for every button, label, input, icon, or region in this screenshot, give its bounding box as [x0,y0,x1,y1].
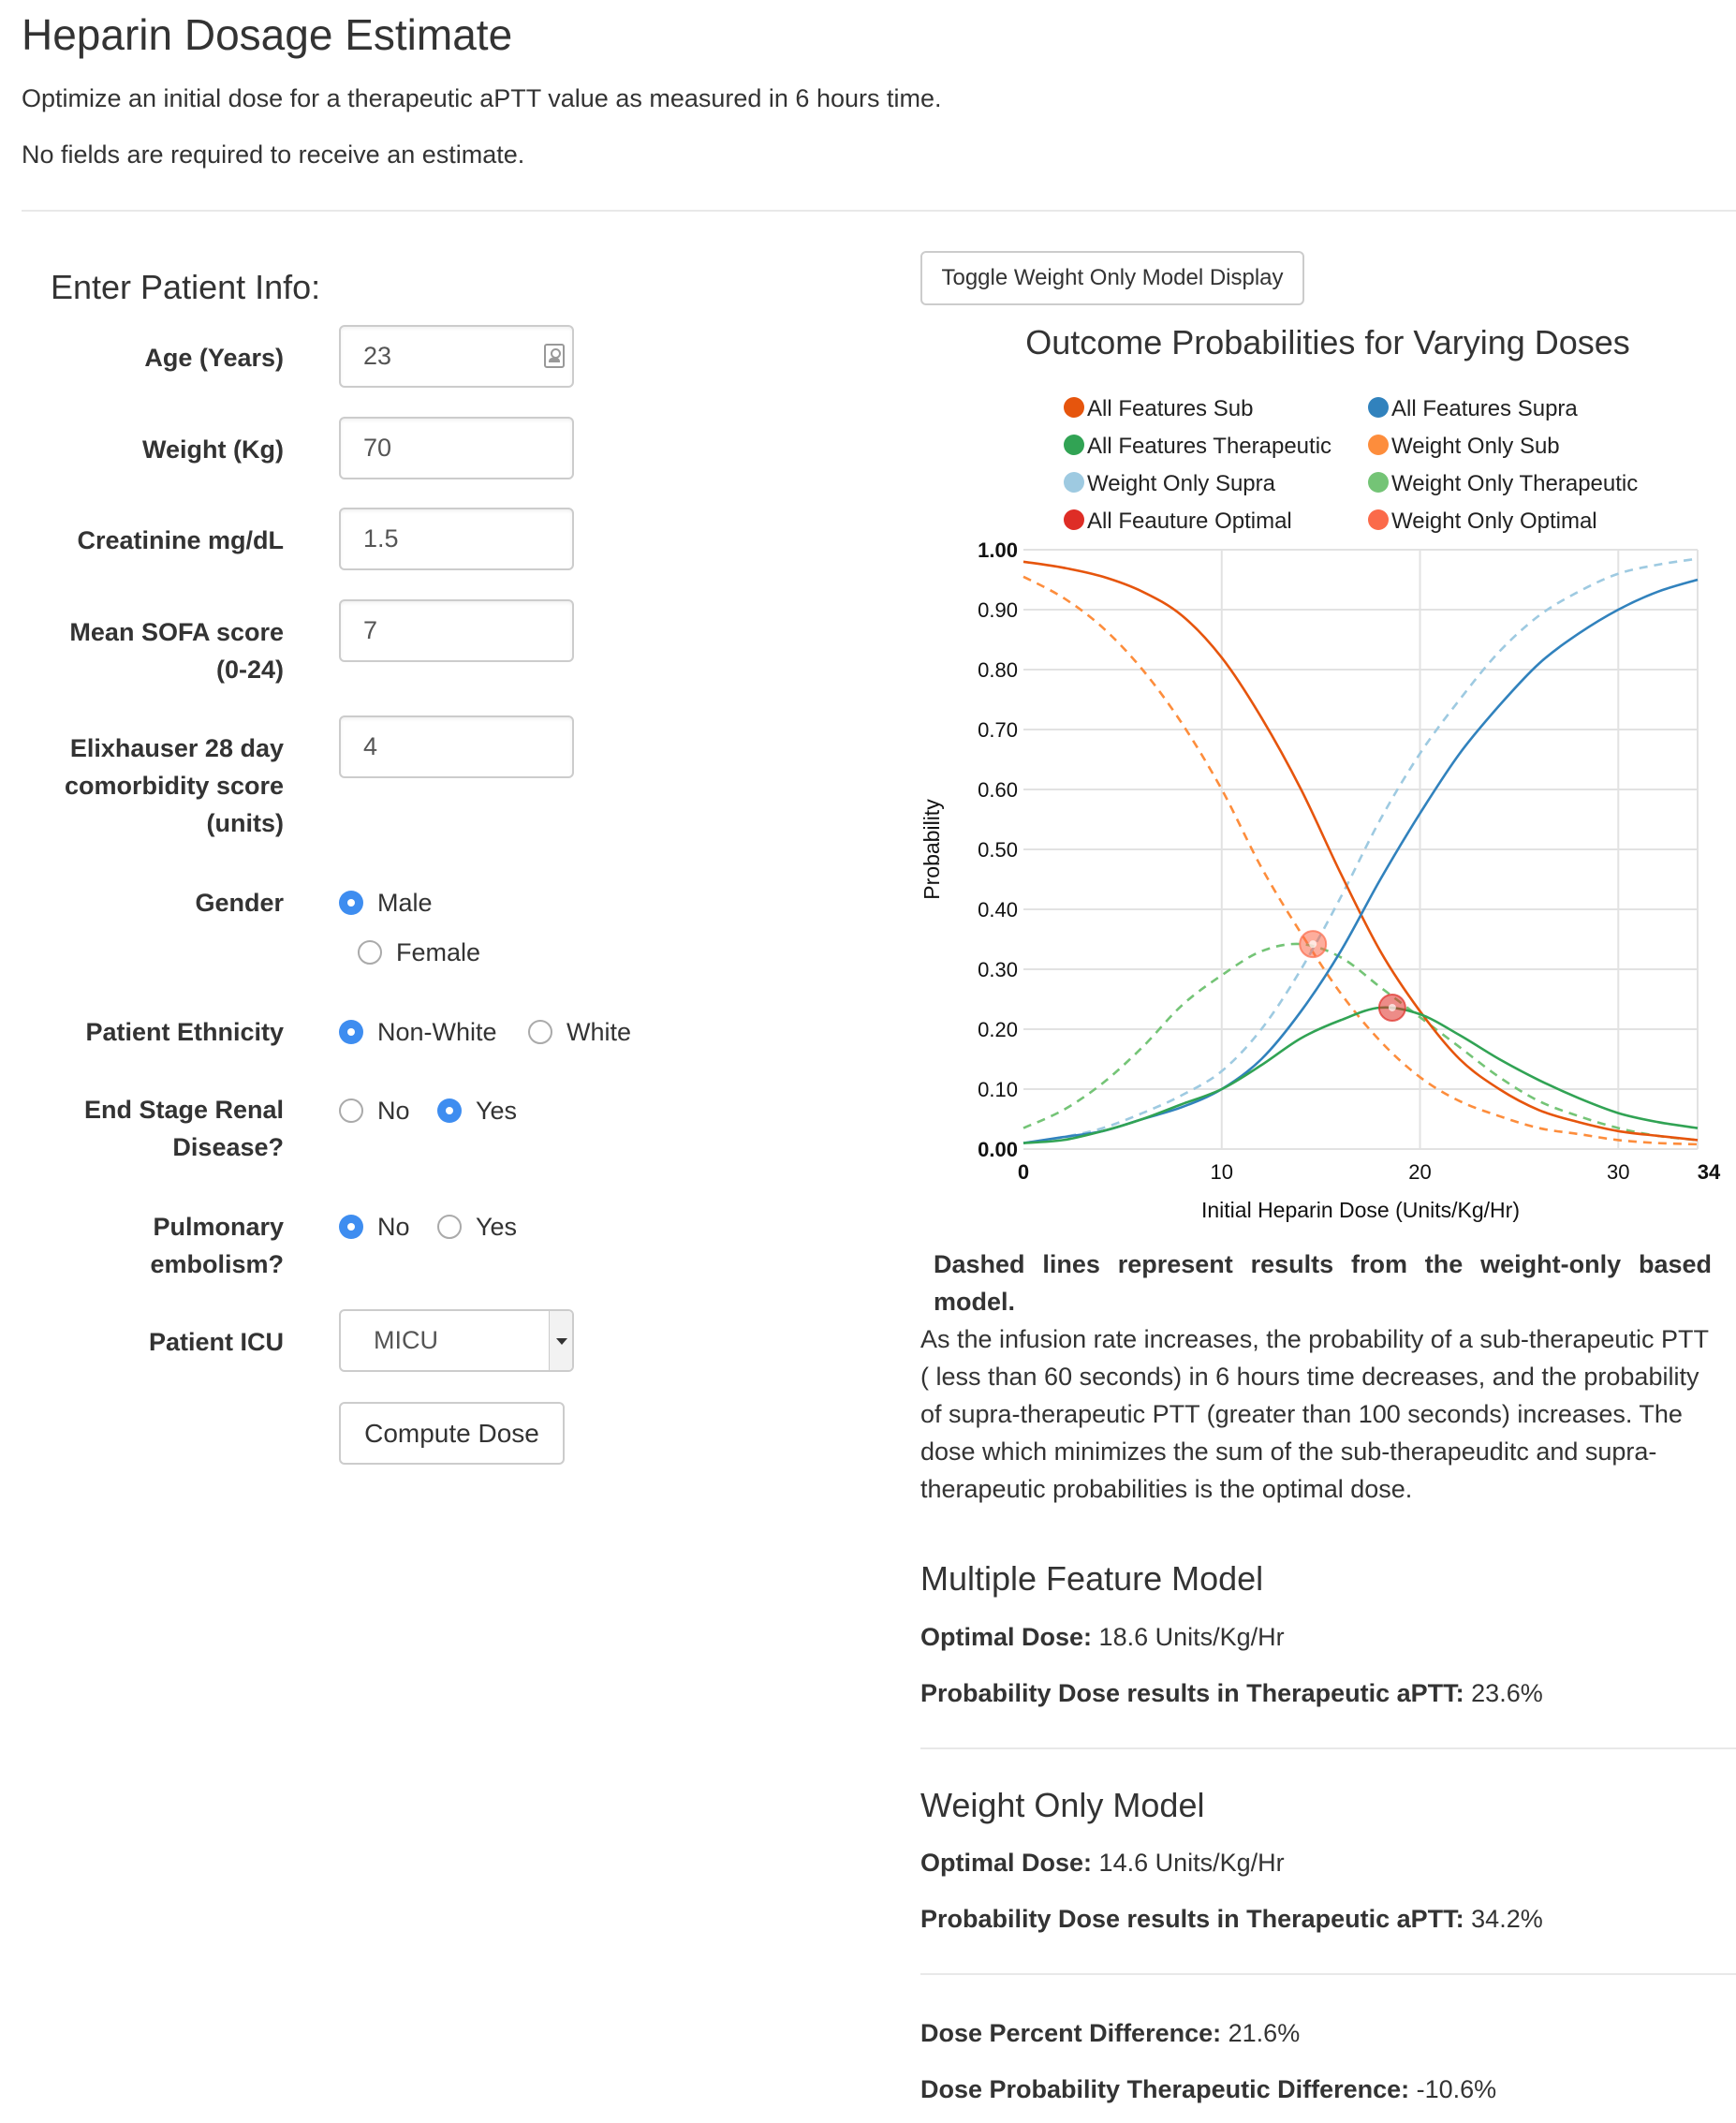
y-axis-label: Probability [919,799,944,900]
esrd-yes-radio[interactable] [437,1098,462,1123]
legend-swatch [1064,472,1084,493]
series-line-all-features-sub [1022,560,1699,1142]
sofa-label: Mean SOFA score (0-24) [69,618,284,684]
form-title: Enter Patient Info: [51,268,321,306]
chart-title: Outcome Probabilities for Varying Doses [1025,323,1630,361]
sofa-input[interactable]: 7 [339,599,574,662]
optimal-marker-center [1309,940,1317,949]
gender-female-label[interactable]: Female [396,938,481,966]
ethnicity-white-radio[interactable] [528,1020,552,1044]
y-tick-label: 0.80 [978,658,1018,682]
ethnicity-nonwhite-radio[interactable] [339,1020,363,1044]
explanation-text: As the infusion rate increases, the prob… [920,1325,1709,1503]
legend-label: All Features Sub [1087,396,1253,421]
ethnicity-nonwhite-label[interactable]: Non-White [377,1018,497,1046]
age-label: Age (Years) [144,344,284,372]
legend-label: All Feauture Optimal [1087,509,1292,534]
series-line-all-features-therapeutic [1022,1006,1699,1144]
pe-no-radio[interactable] [339,1215,363,1239]
icu-value: MICU [374,1326,438,1354]
legend-swatch [1064,509,1084,530]
x-tick-label: 30 [1607,1160,1629,1184]
age-input[interactable]: 23 [339,325,574,388]
weight-therapeutic-prob: Probability Dose results in Therapeutic … [920,1905,1543,1933]
elixhauser-input[interactable]: 4 [339,715,574,778]
y-tick-label: 0.20 [978,1018,1018,1041]
legend-swatch [1064,397,1084,418]
elixhauser-label: Elixhauser 28 day comorbidity score (uni… [64,734,284,837]
weight-model-title: Weight Only Model [920,1786,1205,1824]
y-tick-label: 1.00 [978,538,1018,562]
divider [920,1747,1736,1749]
compute-dose-button[interactable]: Compute Dose [339,1402,565,1465]
gender-male-label[interactable]: Male [377,889,433,917]
probability-difference: Dose Probability Therapeutic Difference:… [920,2075,1497,2103]
legend-swatch [1368,435,1389,455]
y-tick-label: 0.00 [978,1138,1018,1161]
x-tick-label: 20 [1408,1160,1431,1184]
contact-card-icon[interactable] [544,344,565,368]
weight-input[interactable]: 70 [339,417,574,479]
dashed-lines-note: Dashed lines represent results from the … [934,1250,1712,1316]
y-tick-label: 0.30 [978,958,1018,981]
legend-label: Weight Only Therapeutic [1391,471,1638,496]
series-line-all-features-supra [1022,578,1699,1144]
pe-yes-radio[interactable] [437,1215,462,1239]
multi-optimal-dose: Optimal Dose: 18.6 Units/Kg/Hr [920,1623,1285,1651]
pe-label: Pulmonary embolism? [150,1213,284,1278]
legend-label: All Features Supra [1391,396,1578,421]
series-line-weight-only-therapeutic [1022,942,1699,1142]
page-title: Heparin Dosage Estimate [22,10,513,59]
weight-optimal-dose: Optimal Dose: 14.6 Units/Kg/Hr [920,1849,1285,1877]
esrd-label: End Stage Renal Disease? [83,1096,284,1161]
dose-percent-difference: Dose Percent Difference: 21.6% [920,2019,1301,2047]
y-tick-label: 0.50 [978,838,1018,862]
esrd-no-label[interactable]: No [377,1097,410,1125]
legend-label: Weight Only Supra [1087,471,1276,496]
chevron-down-icon[interactable] [549,1311,572,1370]
legend-swatch [1064,435,1084,455]
y-tick-label: 0.70 [978,718,1018,742]
weight-label: Weight (Kg) [142,435,284,464]
x-axis-label: Initial Heparin Dose (Units/Kg/Hr) [1201,1198,1520,1222]
series-line-weight-only-sub [1022,575,1699,1146]
page-note: No fields are required to receive an est… [22,140,525,169]
age-value: 23 [363,342,392,370]
x-tick-label: 34 [1698,1160,1721,1184]
ethnicity-white-label[interactable]: White [566,1018,632,1046]
gender-label: Gender [195,889,284,917]
series-line-weight-only-supra [1022,557,1699,1144]
x-tick-label: 0 [1018,1160,1029,1184]
legend-label: Weight Only Optimal [1391,509,1597,534]
y-tick-label: 0.40 [978,898,1018,921]
y-tick-label: 0.90 [978,598,1018,622]
creatinine-input[interactable]: 1.5 [339,508,574,570]
optimal-marker-center [1388,1003,1396,1011]
x-tick-label: 10 [1211,1160,1233,1184]
icu-label: Patient ICU [148,1328,284,1356]
legend-label: Weight Only Sub [1391,434,1560,459]
divider [22,210,1736,212]
esrd-no-radio[interactable] [339,1098,363,1123]
multi-therapeutic-prob: Probability Dose results in Therapeutic … [920,1679,1543,1707]
esrd-yes-label[interactable]: Yes [476,1097,518,1125]
outcome-chart: All Features Sub All Features Supra All Fe… [919,396,1721,1222]
legend-swatch [1368,509,1389,530]
pe-yes-label[interactable]: Yes [476,1213,518,1241]
ethnicity-label: Patient Ethnicity [85,1018,284,1046]
pe-no-label[interactable]: No [377,1213,410,1241]
legend-swatch [1368,397,1389,418]
legend-label: All Features Therapeutic [1087,434,1331,459]
gender-male-radio[interactable] [339,891,363,915]
icu-select[interactable]: MICU [339,1309,574,1372]
creatinine-label: Creatinine mg/dL [77,526,284,554]
gender-female-radio[interactable] [358,940,382,965]
page-subtitle: Optimize an initial dose for a therapeut… [22,84,942,112]
y-tick-label: 0.60 [978,778,1018,802]
legend-swatch [1368,472,1389,493]
toggle-weight-model-button[interactable]: Toggle Weight Only Model Display [920,251,1304,305]
y-tick-label: 0.10 [978,1078,1018,1101]
divider [920,1973,1736,1975]
multi-model-title: Multiple Feature Model [920,1559,1264,1598]
